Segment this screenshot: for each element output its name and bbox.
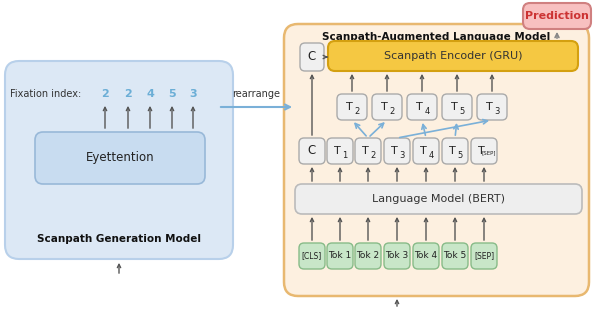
Text: T: T	[448, 146, 455, 156]
FancyBboxPatch shape	[523, 3, 591, 29]
Text: [SEP]: [SEP]	[482, 150, 496, 155]
Text: Eyettention: Eyettention	[86, 151, 154, 165]
Text: Language Model (BERT): Language Model (BERT)	[371, 194, 505, 204]
FancyBboxPatch shape	[471, 243, 497, 269]
Text: 5: 5	[168, 89, 176, 99]
Text: Tok 3: Tok 3	[385, 252, 408, 261]
Text: Scanpath-Augmented Language Model: Scanpath-Augmented Language Model	[322, 32, 550, 42]
FancyBboxPatch shape	[471, 138, 497, 164]
FancyBboxPatch shape	[35, 132, 205, 184]
Text: T: T	[478, 146, 484, 156]
Text: T: T	[416, 102, 422, 112]
FancyBboxPatch shape	[442, 243, 468, 269]
FancyBboxPatch shape	[299, 243, 325, 269]
Text: [SEP]: [SEP]	[474, 252, 494, 261]
Text: 2: 2	[101, 89, 109, 99]
Text: T: T	[420, 146, 426, 156]
Text: T: T	[362, 146, 368, 156]
Text: 2: 2	[389, 106, 395, 116]
Text: Scanpath Encoder (GRU): Scanpath Encoder (GRU)	[384, 51, 522, 61]
Text: T: T	[451, 102, 457, 112]
FancyBboxPatch shape	[299, 138, 325, 164]
FancyBboxPatch shape	[355, 138, 381, 164]
Text: 2: 2	[355, 106, 359, 116]
Text: T: T	[346, 102, 352, 112]
Text: rearrange: rearrange	[232, 89, 280, 99]
Text: 3: 3	[399, 150, 405, 160]
Text: Tok 5: Tok 5	[443, 252, 466, 261]
FancyBboxPatch shape	[442, 94, 472, 120]
FancyBboxPatch shape	[5, 61, 233, 259]
FancyBboxPatch shape	[284, 24, 589, 296]
Text: 4: 4	[146, 89, 154, 99]
FancyBboxPatch shape	[477, 94, 507, 120]
Text: Tok 4: Tok 4	[414, 252, 438, 261]
FancyBboxPatch shape	[384, 138, 410, 164]
FancyBboxPatch shape	[328, 41, 578, 71]
Text: [CLS]: [CLS]	[302, 252, 322, 261]
FancyBboxPatch shape	[372, 94, 402, 120]
Text: Fixation index:: Fixation index:	[10, 89, 81, 99]
FancyBboxPatch shape	[337, 94, 367, 120]
FancyBboxPatch shape	[300, 43, 324, 71]
Text: Prediction: Prediction	[525, 11, 589, 21]
Text: T: T	[390, 146, 398, 156]
Text: Tok 2: Tok 2	[356, 252, 380, 261]
Text: 3: 3	[189, 89, 197, 99]
Text: T: T	[380, 102, 388, 112]
Text: T: T	[334, 146, 340, 156]
FancyBboxPatch shape	[355, 243, 381, 269]
FancyBboxPatch shape	[295, 184, 582, 214]
Text: 5: 5	[459, 106, 465, 116]
FancyBboxPatch shape	[407, 94, 437, 120]
Text: Tok 1: Tok 1	[328, 252, 352, 261]
FancyBboxPatch shape	[327, 243, 353, 269]
Text: 2: 2	[124, 89, 132, 99]
Text: 1: 1	[343, 150, 347, 160]
Text: C: C	[308, 51, 316, 63]
FancyBboxPatch shape	[413, 243, 439, 269]
FancyBboxPatch shape	[327, 138, 353, 164]
Text: T: T	[486, 102, 492, 112]
Text: C: C	[308, 144, 316, 158]
Text: Scanpath Generation Model: Scanpath Generation Model	[37, 234, 201, 244]
FancyBboxPatch shape	[413, 138, 439, 164]
FancyBboxPatch shape	[442, 138, 468, 164]
Text: 3: 3	[495, 106, 500, 116]
Text: 5: 5	[457, 150, 463, 160]
Text: 2: 2	[370, 150, 376, 160]
Text: 4: 4	[425, 106, 429, 116]
Text: 4: 4	[428, 150, 434, 160]
FancyBboxPatch shape	[384, 243, 410, 269]
